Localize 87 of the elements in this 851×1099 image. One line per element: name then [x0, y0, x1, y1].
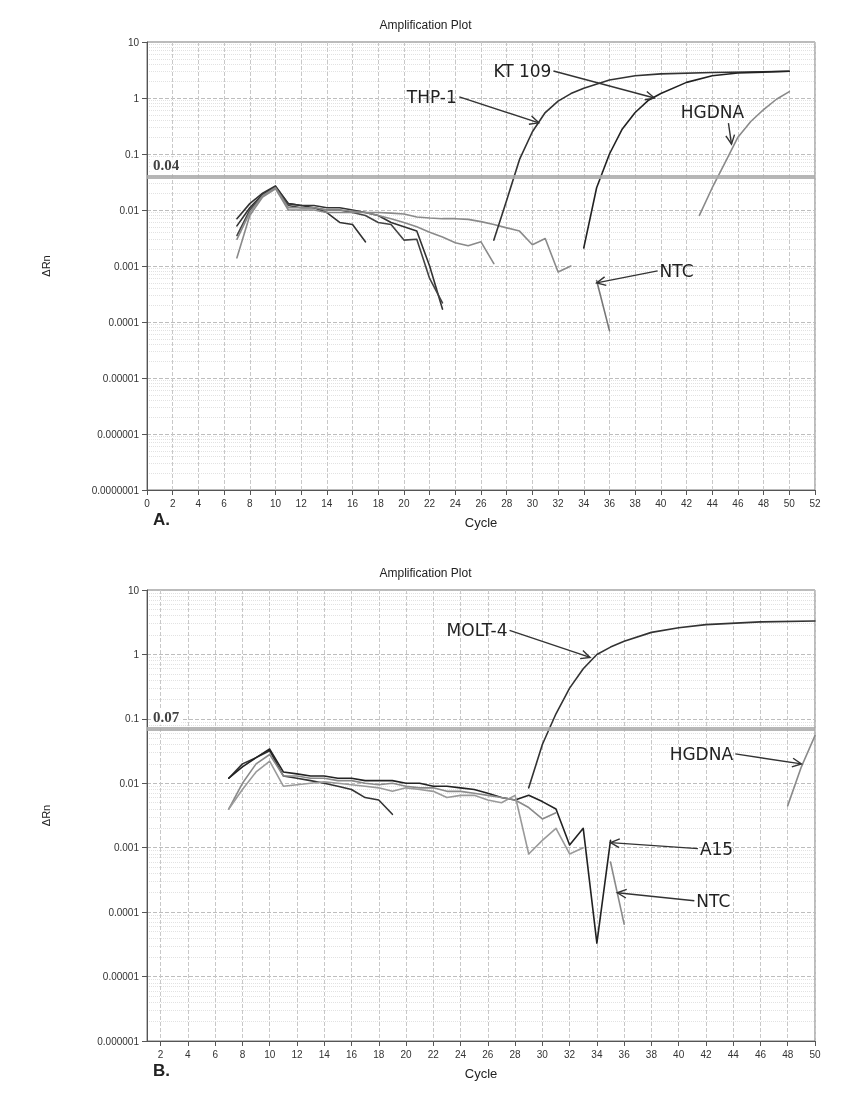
x-tick-label: 18	[373, 1048, 385, 1060]
x-tick-label: 28	[501, 497, 513, 509]
x-tick-label: 12	[295, 497, 308, 509]
x-tick-label: 38	[645, 1048, 658, 1060]
ref-line-label: 0.04	[153, 156, 180, 173]
y-tick-label: 10	[127, 584, 140, 596]
x-tick-label: 50	[809, 1048, 821, 1060]
x-tick-label: 10	[264, 1048, 276, 1060]
x-tick-label: 36	[618, 1048, 631, 1060]
y-tick-label: 1	[133, 92, 140, 104]
x-tick-label: 22	[427, 1048, 440, 1060]
x-tick-label: 46	[754, 1048, 767, 1060]
x-tick-label: 14	[318, 1048, 331, 1060]
y-tick-label: 0.00001	[102, 372, 140, 384]
annotation: THP-1	[405, 86, 457, 107]
y-tick-label: 0.001	[113, 842, 140, 854]
x-axis-title: Cycle	[464, 515, 498, 530]
y-tick-label: 0.0001	[108, 316, 140, 328]
x-tick-label: 4	[185, 1048, 192, 1060]
x-tick-label: 32	[552, 497, 565, 509]
x-tick-label: 2	[169, 497, 176, 509]
x-tick-label: 0	[144, 497, 151, 509]
x-tick-label: 36	[603, 497, 616, 509]
x-tick-label: 34	[591, 1048, 603, 1060]
x-axis-title: Cycle	[464, 1066, 498, 1081]
x-tick-label: 46	[732, 497, 744, 509]
annotation: HGDNA	[680, 102, 745, 123]
x-tick-label: 22	[424, 497, 436, 509]
x-tick-label: 40	[673, 1048, 685, 1060]
annotation: KT 109	[493, 61, 552, 81]
x-tick-label: 8	[246, 497, 253, 509]
x-tick-label: 52	[809, 497, 821, 509]
y-tick-label: 0.1	[125, 148, 140, 160]
x-tick-label: 48	[758, 497, 770, 509]
annotation: MOLT-4	[446, 620, 508, 641]
x-tick-label: 38	[629, 497, 642, 509]
y-tick-label: 1	[133, 648, 140, 660]
x-tick-label: 4	[195, 497, 202, 509]
text: A.	[153, 510, 170, 530]
x-tick-label: 34	[578, 497, 590, 509]
x-tick-label: 32	[564, 1048, 576, 1060]
x-tick-label: 8	[239, 1048, 246, 1060]
x-tick-label: 44	[706, 497, 719, 509]
x-tick-label: 24	[449, 497, 462, 509]
y-tick-label: 0.01	[119, 777, 140, 789]
y-tick-label: 0.0000001	[91, 484, 140, 496]
x-tick-label: 30	[526, 497, 539, 509]
x-tick-label: 14	[321, 497, 333, 509]
x-tick-label: 30	[536, 1048, 549, 1060]
x-tick-label: 12	[291, 1048, 303, 1060]
x-tick-label: 2	[157, 1048, 164, 1060]
annotation: A15	[699, 838, 734, 859]
y-axis-title: ΔRn	[39, 255, 52, 277]
x-tick-label: 16	[346, 497, 359, 509]
y-tick-label: 0.00001	[102, 971, 140, 983]
x-tick-label: 28	[509, 1048, 522, 1060]
text: B.	[153, 1061, 170, 1081]
y-tick-label: 0.01	[119, 204, 140, 216]
x-tick-label: 16	[345, 1048, 358, 1060]
annotation: NTC	[659, 260, 694, 281]
ref-line-label: 0.07	[153, 709, 180, 726]
y-tick-label: 0.000001	[97, 1035, 140, 1047]
y-tick-label: 0.000001	[97, 428, 140, 440]
annotation: HGDNA	[669, 743, 734, 764]
chart-title: Amplification Plot	[379, 566, 473, 580]
x-tick-label: 26	[475, 497, 487, 509]
x-tick-label: 24	[454, 1048, 467, 1060]
x-tick-label: 10	[269, 497, 282, 509]
x-tick-label: 6	[212, 1048, 219, 1060]
x-tick-label: 42	[680, 497, 693, 509]
annotation: NTC	[696, 890, 731, 911]
x-tick-label: 20	[400, 1048, 413, 1060]
x-tick-label: 26	[482, 1048, 494, 1060]
x-tick-label: 50	[783, 497, 796, 509]
x-tick-label: 48	[782, 1048, 794, 1060]
x-tick-label: 42	[700, 1048, 712, 1060]
y-tick-label: 0.1	[125, 713, 140, 725]
x-tick-label: 40	[655, 497, 667, 509]
x-tick-label: 44	[727, 1048, 740, 1060]
chart-title: Amplification Plot	[379, 18, 473, 32]
x-tick-label: 20	[398, 497, 410, 509]
x-tick-label: 6	[221, 497, 228, 509]
y-axis-title: ΔRn	[39, 804, 52, 827]
y-tick-label: 0.0001	[108, 906, 140, 918]
y-tick-label: 10	[127, 36, 140, 48]
y-tick-label: 0.001	[113, 260, 140, 272]
x-tick-label: 18	[372, 497, 385, 509]
